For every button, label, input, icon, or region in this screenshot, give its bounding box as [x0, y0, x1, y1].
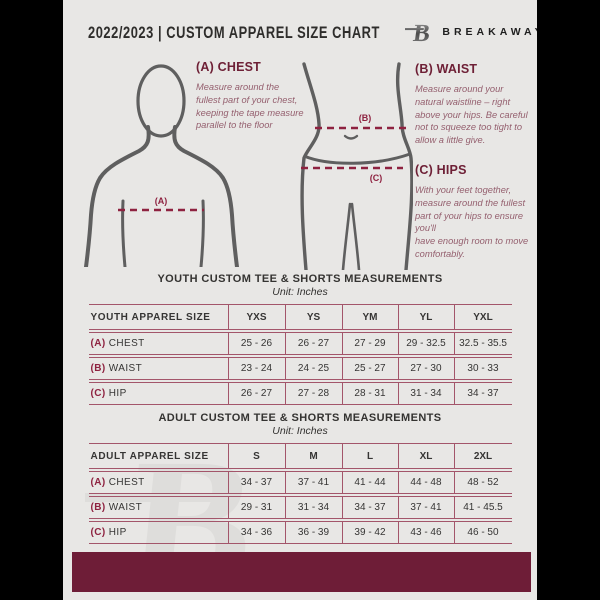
cell: 31 - 34: [397, 382, 454, 405]
cell: 32.5 - 35.5: [453, 332, 512, 355]
chest-heading: (A) CHEST: [196, 60, 261, 74]
youth-header-row: YOUTH APPAREL SIZE YXS YS YM YL YXL: [88, 304, 512, 330]
cell: 36 - 39: [284, 521, 342, 544]
row-label: (B) WAIST: [88, 496, 228, 519]
svg-text:B: B: [412, 20, 432, 45]
cell: 34 - 37: [227, 471, 285, 494]
cell: 39 - 42: [341, 521, 398, 544]
page-title: 2022/2023 | CUSTOM APPAREL SIZE CHART: [88, 22, 380, 41]
row-label: (A) CHEST: [88, 471, 228, 494]
table-row-waist: (B) WAIST 29 - 31 31 - 34 34 - 37 37 - 4…: [88, 496, 512, 519]
upper-body-figure: (A): [84, 64, 239, 267]
youth-size-col-header: YOUTH APPAREL SIZE: [88, 304, 228, 330]
brand-name: BREAKAWAY: [442, 25, 537, 38]
breakaway-b-logo-icon: B: [405, 20, 432, 45]
cell: 30 - 33: [453, 357, 512, 380]
youth-size-table: YOUTH APPAREL SIZE YXS YS YM YL YXL (A) …: [88, 302, 512, 407]
size-header: XL: [397, 443, 454, 469]
hips-instructions: (C) HIPS With your feet together, measur…: [415, 163, 535, 261]
cell: 48 - 52: [453, 471, 512, 494]
size-header: YXS: [227, 304, 285, 330]
measurement-diagram: (A) (B) (C) (A) CHEST Measure around the…: [63, 0, 537, 270]
cell: 37 - 41: [397, 496, 454, 519]
waist-heading: (B) WAIST: [415, 62, 478, 76]
table-row-waist: (B) WAIST 23 - 24 24 - 25 25 - 27 27 - 3…: [88, 357, 512, 380]
footer-accent-bar: [72, 552, 531, 592]
row-label: (B) WAIST: [88, 357, 228, 380]
cell: 37 - 41: [284, 471, 342, 494]
cell: 24 - 25: [284, 357, 342, 380]
size-header: YL: [397, 304, 454, 330]
waist-body-text: Measure around your natural waistline – …: [415, 84, 528, 146]
cell: 23 - 24: [227, 357, 285, 380]
size-chart-flyer: B 2022/2023 | CUSTOM APPAREL SIZE CHART …: [63, 0, 537, 600]
cell: 29 - 32.5: [397, 332, 454, 355]
adult-header-row: ADULT APPAREL SIZE S M L XL 2XL: [88, 443, 512, 469]
cell: 28 - 31: [341, 382, 398, 405]
size-header: S: [227, 443, 285, 469]
size-header: YM: [341, 304, 398, 330]
header: 2022/2023 | CUSTOM APPAREL SIZE CHART B …: [88, 18, 537, 45]
hips-body-text: With your feet together, measure around …: [415, 185, 529, 260]
hips-heading: (C) HIPS: [415, 163, 467, 177]
youth-section: YOUTH CUSTOM TEE & SHORTS MEASUREMENTS U…: [63, 273, 537, 407]
row-label: (A) CHEST: [88, 332, 228, 355]
table-row-hip: (C) HIP 34 - 36 36 - 39 39 - 42 43 - 46 …: [88, 521, 512, 544]
size-header: YS: [284, 304, 342, 330]
size-header: M: [284, 443, 342, 469]
cell: 27 - 29: [341, 332, 398, 355]
adult-table-title: ADULT CUSTOM TEE & SHORTS MEASUREMENTS: [158, 412, 442, 424]
row-label: (C) HIP: [88, 521, 228, 544]
cell: 27 - 30: [397, 357, 454, 380]
cell: 25 - 26: [227, 332, 285, 355]
brand-lockup: B BREAKAWAY: [405, 18, 537, 45]
row-label: (C) HIP: [88, 382, 228, 405]
cell: 46 - 50: [453, 521, 512, 544]
cell: 34 - 37: [341, 496, 398, 519]
chest-marker-label: (A): [155, 196, 168, 206]
waist-marker-label: (B): [359, 113, 372, 123]
youth-table-unit: Unit: Inches: [272, 286, 328, 298]
size-header: L: [341, 443, 398, 469]
table-row-chest: (A) CHEST 25 - 26 26 - 27 27 - 29 29 - 3…: [88, 332, 512, 355]
chest-body-text: Measure around the fullest part of your …: [196, 82, 304, 131]
chest-instructions: (A) CHEST Measure around the fullest par…: [196, 60, 306, 132]
cell: 31 - 34: [284, 496, 342, 519]
adult-size-col-header: ADULT APPAREL SIZE: [88, 443, 228, 469]
cell: 41 - 44: [341, 471, 398, 494]
lower-body-figure: (B) (C): [300, 62, 413, 270]
table-row-chest: (A) CHEST 34 - 37 37 - 41 41 - 44 44 - 4…: [88, 471, 512, 494]
cell: 34 - 36: [227, 521, 285, 544]
cell: 29 - 31: [227, 496, 285, 519]
cell: 26 - 27: [227, 382, 285, 405]
table-row-hip: (C) HIP 26 - 27 27 - 28 28 - 31 31 - 34 …: [88, 382, 512, 405]
cell: 34 - 37: [453, 382, 512, 405]
adult-size-table: ADULT APPAREL SIZE S M L XL 2XL (A) CHES…: [88, 441, 512, 546]
adult-section: ADULT CUSTOM TEE & SHORTS MEASUREMENTS U…: [63, 412, 537, 546]
cell: 25 - 27: [341, 357, 398, 380]
size-header: 2XL: [453, 443, 512, 469]
cell: 26 - 27: [284, 332, 342, 355]
cell: 44 - 48: [397, 471, 454, 494]
cell: 43 - 46: [397, 521, 454, 544]
hips-marker-label: (C): [370, 173, 383, 183]
size-header: YXL: [453, 304, 512, 330]
waist-instructions: (B) WAIST Measure around your natural wa…: [415, 62, 531, 147]
adult-table-unit: Unit: Inches: [272, 425, 328, 437]
cell: 41 - 45.5: [453, 496, 512, 519]
cell: 27 - 28: [284, 382, 342, 405]
youth-table-title: YOUTH CUSTOM TEE & SHORTS MEASUREMENTS: [157, 273, 443, 285]
